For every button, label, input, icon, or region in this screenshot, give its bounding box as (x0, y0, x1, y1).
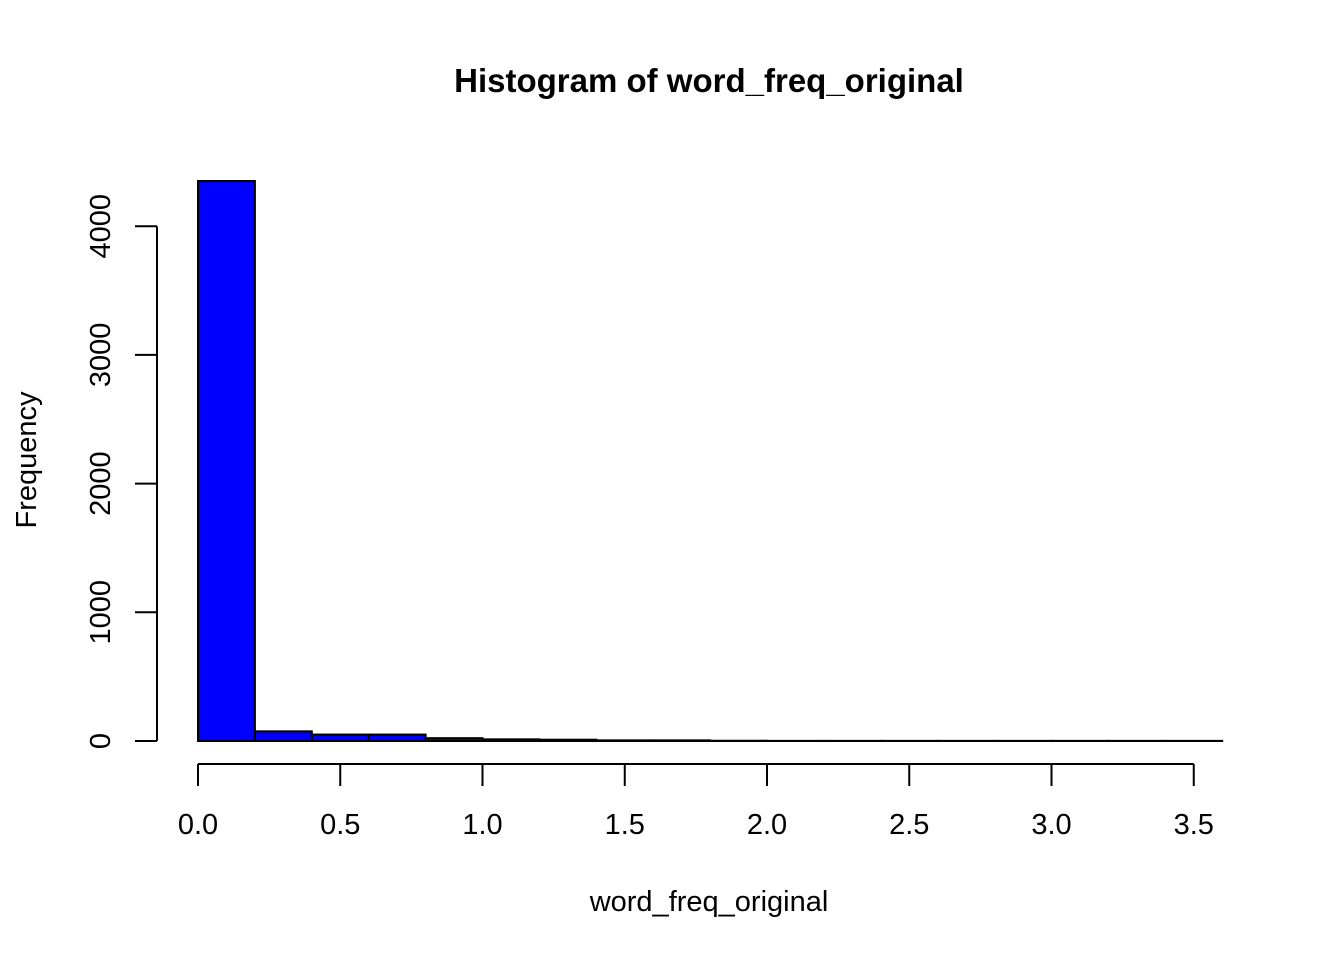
y-tick-label: 1000 (85, 580, 117, 645)
y-tick-label: 3000 (85, 323, 117, 388)
histogram-bar-0 (197, 180, 256, 742)
x-tick-label: 0.0 (178, 809, 218, 841)
histogram-bar-1 (253, 730, 313, 742)
histogram-bars (197, 180, 1224, 743)
y-axis: 0 1000 2000 3000 4000 (85, 194, 158, 749)
y-axis-label: Frequency (11, 391, 43, 529)
y-tick-label: 4000 (85, 194, 117, 259)
x-axis: 0.0 0.5 1.0 1.5 2.0 2.5 3.0 3.5 (178, 763, 1214, 841)
x-tick-label: 3.0 (1031, 809, 1071, 841)
x-tick-label: 1.0 (462, 809, 502, 841)
y-tick-label: 0 (85, 733, 117, 749)
x-tick-label: 1.5 (605, 809, 645, 841)
x-tick-label: 0.5 (320, 809, 360, 841)
x-tick-label: 3.5 (1174, 809, 1214, 841)
x-tick-label: 2.5 (889, 809, 929, 841)
y-tick-label: 2000 (85, 451, 117, 516)
x-axis-label: word_freq_original (589, 886, 829, 918)
x-tick-label: 2.0 (747, 809, 787, 841)
chart-title: Histogram of word_freq_original (454, 62, 964, 99)
